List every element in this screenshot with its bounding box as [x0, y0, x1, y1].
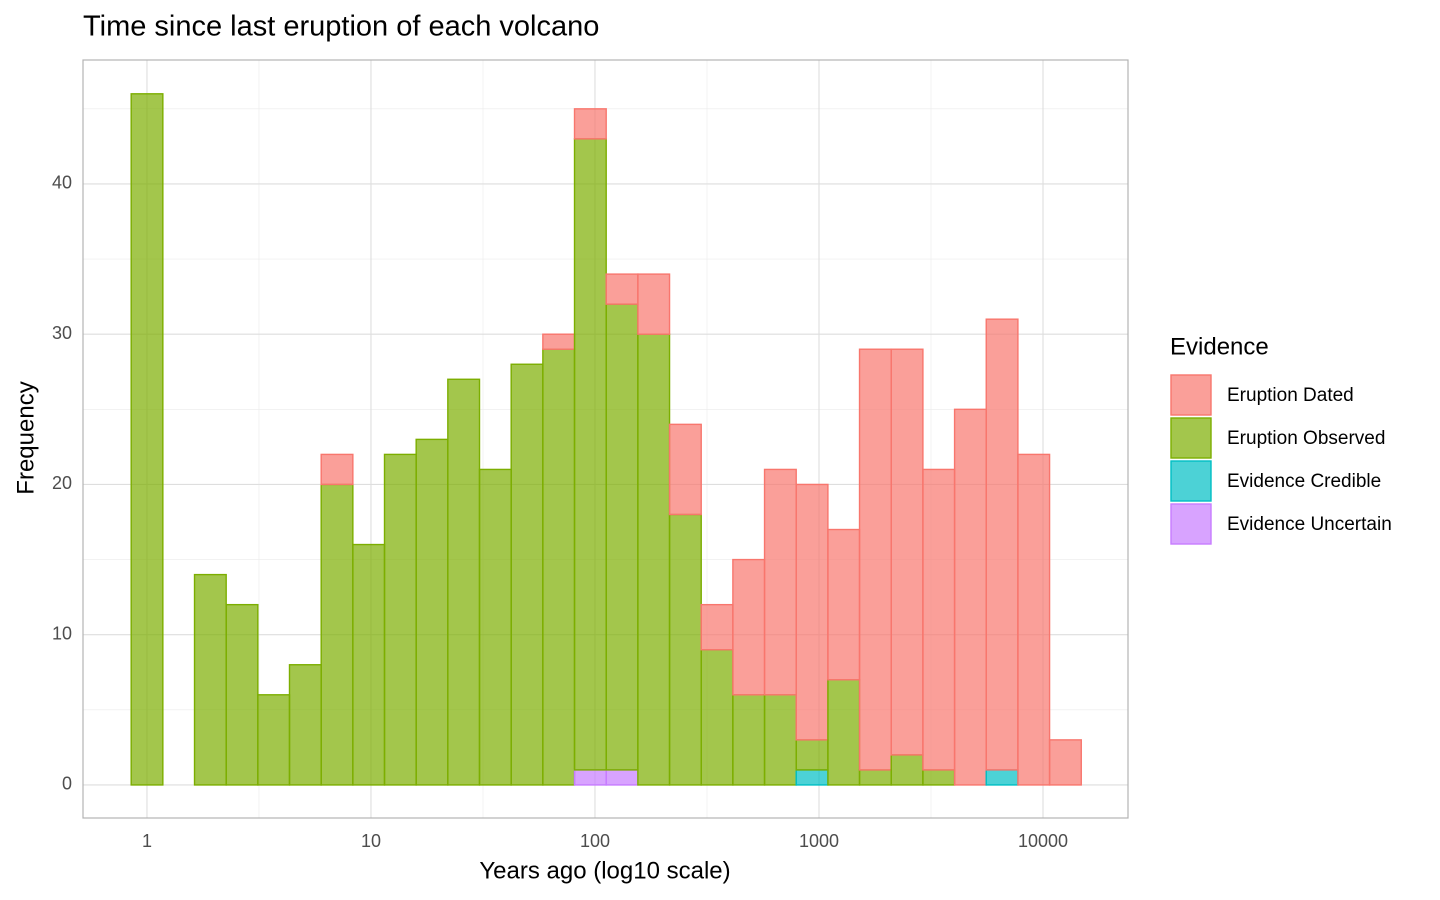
bar	[732, 558, 766, 696]
x-tick-label: 10000	[1018, 831, 1068, 851]
x-axis-title: Years ago (log10 scale)	[479, 857, 730, 884]
bar	[763, 694, 797, 786]
y-axis-title: Frequency	[12, 381, 39, 494]
legend-label: Evidence Uncertain	[1227, 514, 1392, 535]
bar	[320, 453, 354, 486]
bar	[700, 603, 734, 651]
bar	[858, 769, 892, 786]
legend-key	[1170, 374, 1212, 416]
legend-title: Evidence	[1170, 333, 1269, 360]
bar	[1017, 453, 1051, 786]
bar	[383, 453, 417, 786]
bar	[668, 513, 702, 786]
bar	[193, 573, 227, 786]
bar	[827, 528, 861, 681]
chart-title: Time since last eruption of each volcano	[83, 11, 599, 43]
y-tick-label: 0	[62, 774, 72, 794]
bar	[637, 333, 671, 786]
bar	[795, 769, 829, 786]
bar	[985, 318, 1019, 771]
bar	[985, 769, 1019, 786]
bar	[953, 408, 987, 786]
bar	[352, 543, 386, 786]
bar	[573, 138, 607, 771]
x-tick-label: 10	[361, 831, 381, 851]
x-tick-label: 1000	[799, 831, 839, 851]
legend-label: Evidence Credible	[1227, 471, 1381, 492]
bar	[922, 468, 956, 771]
bar	[763, 468, 797, 696]
bar	[858, 348, 892, 771]
bar	[130, 93, 164, 786]
legend-key	[1170, 460, 1212, 502]
y-tick-label: 30	[52, 323, 72, 343]
bar	[320, 483, 354, 786]
x-tick-label: 100	[580, 831, 610, 851]
bar	[795, 483, 829, 741]
legend-key	[1170, 417, 1212, 459]
y-tick-label: 20	[52, 473, 72, 493]
bar	[447, 378, 481, 786]
bar	[890, 348, 924, 756]
bar	[478, 468, 512, 786]
bar	[542, 348, 576, 786]
x-tick-label: 1	[142, 831, 152, 851]
bar	[795, 739, 829, 771]
bar	[605, 769, 639, 786]
bar	[605, 303, 639, 771]
bar	[668, 423, 702, 516]
bar	[637, 273, 671, 335]
bar	[605, 273, 639, 305]
bar	[510, 363, 544, 786]
bar	[415, 438, 449, 786]
bar	[542, 333, 576, 350]
legend-label: Eruption Dated	[1227, 385, 1354, 406]
legend-key	[1170, 503, 1212, 545]
bar	[1048, 739, 1082, 786]
y-tick-label: 10	[52, 623, 72, 643]
bar	[827, 679, 861, 786]
bar	[257, 694, 291, 786]
y-tick-label: 40	[52, 173, 72, 193]
bar	[573, 769, 607, 786]
bar	[732, 694, 766, 786]
bar	[890, 754, 924, 786]
bar	[922, 769, 956, 786]
bar	[573, 108, 607, 140]
bar	[225, 603, 259, 786]
panel-border	[82, 59, 1129, 819]
bar	[700, 649, 734, 786]
legend-label: Eruption Observed	[1227, 428, 1385, 449]
bar	[288, 664, 322, 786]
